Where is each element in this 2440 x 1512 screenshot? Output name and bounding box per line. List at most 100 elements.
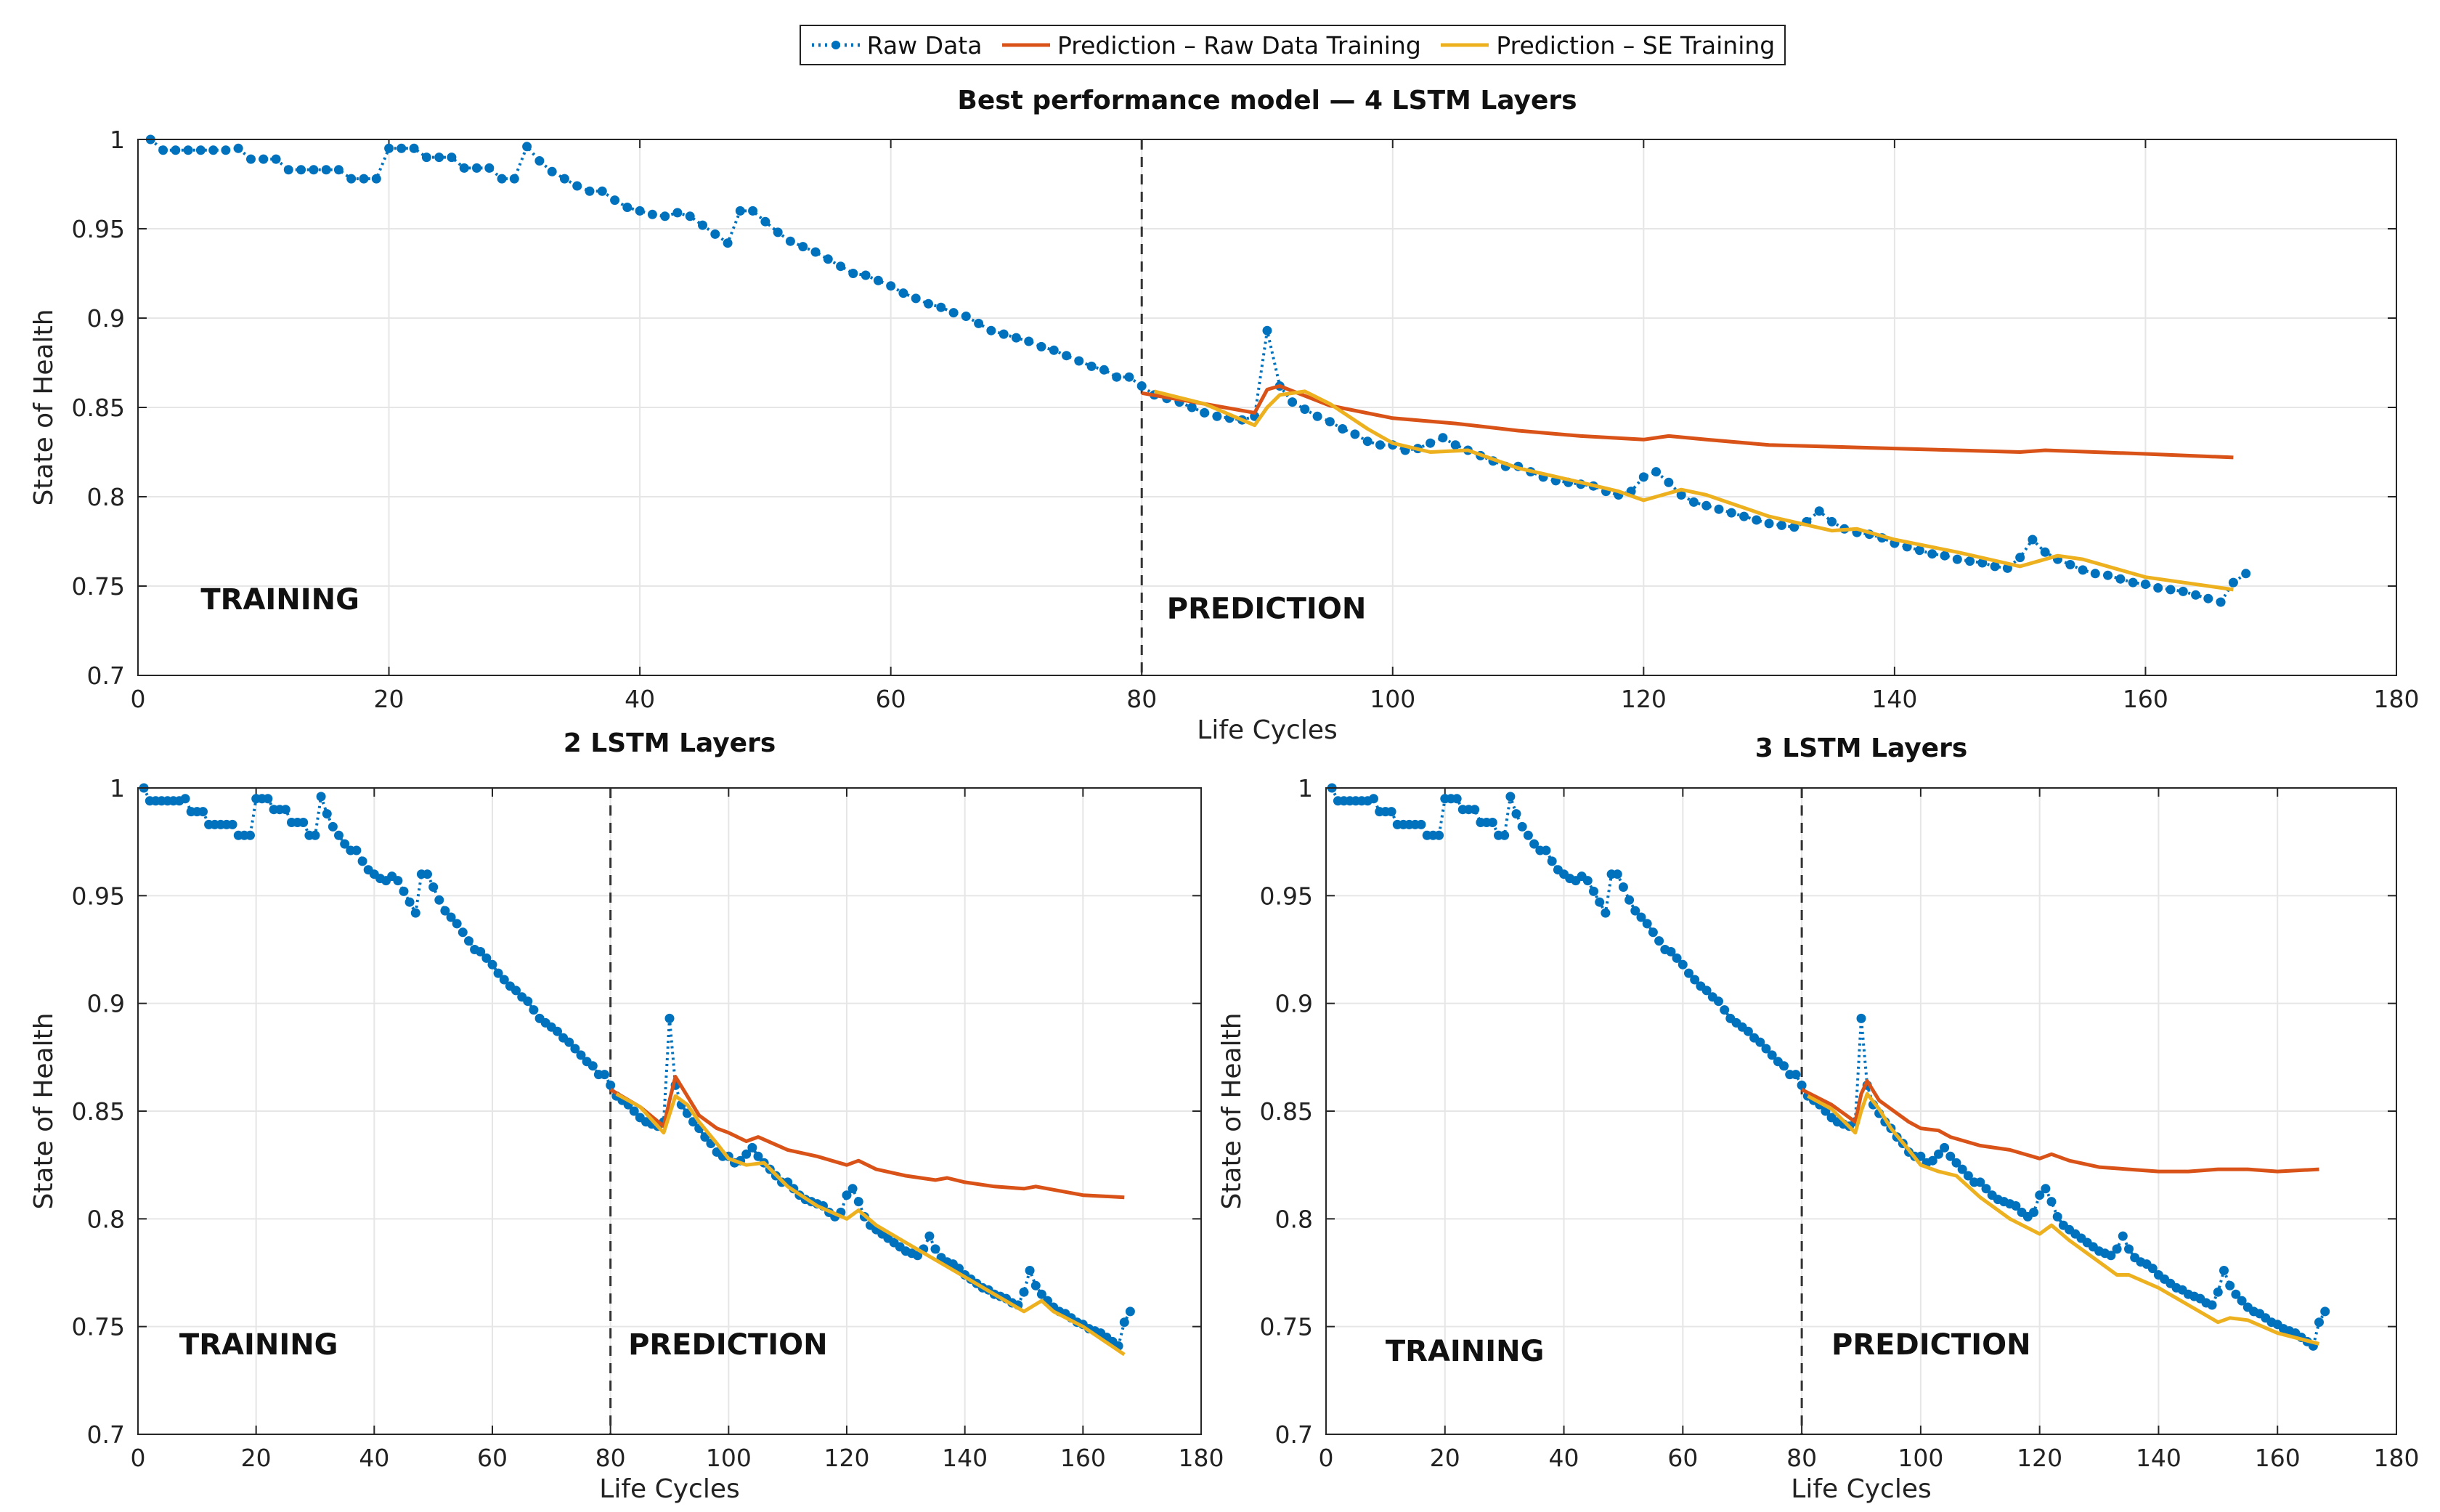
y-axis-label: State of Health (29, 1012, 59, 1209)
data-point-raw (2213, 1287, 2223, 1297)
data-point-raw (1523, 830, 1533, 840)
legend-item-raw-data: Raw Data (810, 31, 982, 60)
series-line-pred-raw-training (1141, 384, 2234, 460)
y-tick-label: 0.75 (72, 1313, 125, 1341)
data-point-raw (1642, 919, 1652, 929)
data-point-raw (447, 153, 457, 163)
x-tick-label: 180 (2374, 1444, 2420, 1472)
data-point-raw (1714, 504, 1724, 514)
data-point-raw (1505, 792, 1516, 802)
data-point-raw (1288, 397, 1298, 407)
data-point-raw (1965, 556, 1975, 566)
data-point-raw (1338, 424, 1348, 434)
data-point-raw (1764, 519, 1774, 529)
data-point-raw (1124, 372, 1134, 382)
data-point-raw (1300, 405, 1310, 414)
data-point-raw (2207, 1300, 2217, 1310)
x-tick-label: 40 (359, 1444, 389, 1472)
data-point-raw (534, 156, 545, 166)
data-point-raw (610, 195, 620, 206)
x-tick-label: 140 (2136, 1444, 2181, 1472)
data-point-raw (208, 145, 219, 155)
data-point-raw (710, 229, 720, 239)
data-point-raw (522, 142, 532, 152)
data-point-raw (1666, 947, 1676, 956)
data-point-raw (446, 912, 456, 922)
x-tick-label: 0 (131, 685, 146, 713)
data-point-raw (310, 830, 320, 840)
data-point-raw (842, 1190, 852, 1200)
data-point-raw (1386, 807, 1396, 817)
data-point-raw (1529, 839, 1540, 849)
data-point-raw (1714, 996, 1723, 1007)
data-point-raw (1636, 912, 1646, 922)
data-point-raw (810, 247, 821, 257)
data-point-raw (576, 1050, 586, 1060)
data-point-raw (664, 1013, 675, 1023)
data-point-raw (747, 1142, 757, 1153)
data-point-raw (1099, 365, 1109, 375)
data-point-raw (351, 845, 362, 855)
data-point-raw (1767, 1050, 1777, 1060)
data-point-raw (1112, 372, 1122, 382)
data-point-raw (1672, 953, 1682, 963)
data-point-raw (221, 145, 231, 155)
data-point-raw (948, 308, 959, 318)
data-point-raw (1940, 1142, 1950, 1153)
data-point-raw (1684, 968, 1693, 978)
data-point-raw (1136, 381, 1147, 391)
data-point-raw (357, 856, 367, 866)
data-point-raw (635, 206, 645, 216)
data-point-raw (2028, 535, 2038, 545)
data-point-raw (924, 1231, 935, 1241)
data-point-raw (180, 794, 190, 804)
data-point-raw (629, 1106, 639, 1116)
x-tick-label: 100 (1370, 685, 1415, 713)
data-point-raw (2314, 1317, 2324, 1328)
data-point-raw (606, 1080, 616, 1090)
data-point-raw (1814, 506, 1824, 516)
data-point-raw (328, 821, 338, 832)
data-point-raw (1541, 845, 1551, 855)
data-point-raw (785, 236, 795, 246)
x-tick-label: 40 (625, 685, 655, 713)
y-tick-label: 0.95 (72, 215, 125, 243)
data-point-raw (847, 1184, 858, 1194)
data-point-raw (741, 1149, 752, 1159)
data-point-raw (798, 242, 808, 252)
legend-line-pred-se-icon (1441, 43, 1489, 47)
data-point-raw (585, 186, 595, 196)
data-point-raw (1325, 417, 1335, 427)
data-point-raw (428, 882, 439, 892)
y-tick-label: 0.95 (1260, 882, 1313, 910)
data-point-raw (1019, 1287, 1029, 1297)
data-point-raw (600, 1070, 609, 1080)
x-tick-label: 80 (1786, 1444, 1817, 1472)
data-point-raw (735, 206, 745, 216)
data-point-raw (2219, 1266, 2229, 1275)
data-point-raw (2078, 565, 2088, 575)
legend-label-pred-se: Prediction – SE Training (1496, 31, 1776, 60)
data-point-raw (1350, 429, 1360, 439)
data-point-raw (434, 895, 444, 905)
data-point-raw (1720, 1005, 1730, 1015)
x-tick-label: 20 (374, 685, 404, 713)
data-point-raw (1957, 1164, 1967, 1174)
annotation-training: TRAINING (200, 583, 359, 617)
data-point-raw (2029, 1207, 2038, 1217)
series-line-pred-se-training (615, 1092, 1126, 1357)
data-point-raw (2237, 1296, 2247, 1306)
data-point-raw (622, 203, 633, 212)
data-point-raw (2124, 1244, 2134, 1254)
data-point-raw (1074, 356, 1084, 366)
data-point-raw (393, 876, 403, 886)
data-point-raw (423, 869, 432, 879)
data-point-raw (2040, 547, 2050, 557)
data-point-raw (1940, 550, 1950, 561)
data-point-raw (481, 953, 492, 963)
legend-line-pred-raw-icon (1001, 43, 1050, 47)
data-point-raw (1951, 1158, 1961, 1168)
data-point-raw (1827, 516, 1837, 527)
data-point-raw (2228, 577, 2238, 588)
series-line-raw-data (149, 138, 2247, 604)
